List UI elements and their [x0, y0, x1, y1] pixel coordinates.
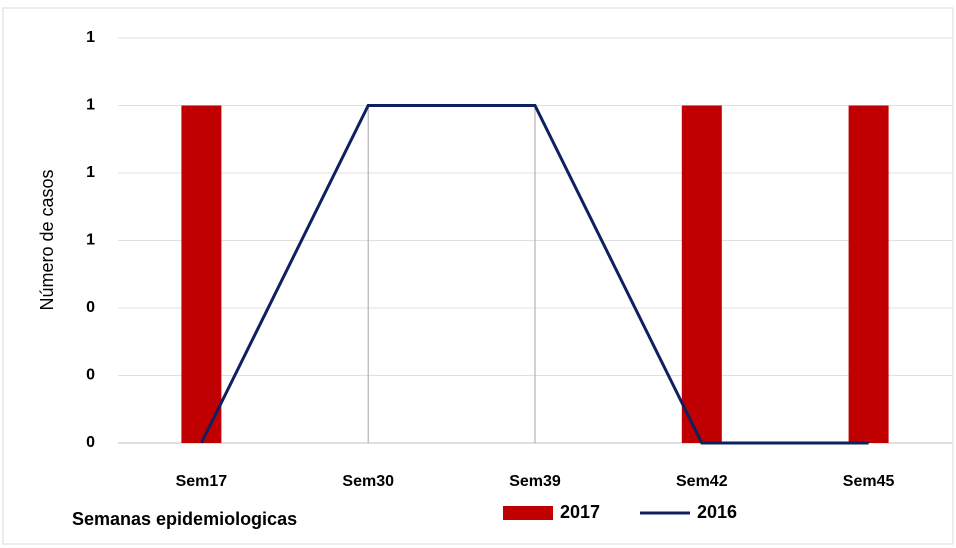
- line: [200, 104, 869, 445]
- x-tick-label: Sem30: [342, 473, 394, 490]
- y-tick-label: 0: [86, 434, 95, 451]
- bar: [848, 105, 889, 443]
- legend-label: 2016: [697, 502, 737, 522]
- bar: [181, 105, 222, 443]
- y-tick-label: 1: [86, 164, 95, 181]
- bar: [681, 105, 722, 443]
- y-tick-label: 1: [86, 29, 95, 46]
- y-axis-title: Número de casos: [37, 169, 57, 310]
- x-tick-label: Sem45: [843, 473, 895, 490]
- x-axis-title: Semanas epidemiologicas: [72, 509, 297, 529]
- y-tick-label: 0: [86, 367, 95, 384]
- legend-label: 2017: [560, 502, 600, 522]
- x-tick-label: Sem42: [676, 473, 728, 490]
- chart-frame: [2, 7, 954, 545]
- y-tick-label: 1: [86, 97, 95, 114]
- x-tick-label: Sem17: [176, 473, 228, 490]
- y-tick-label: 1: [86, 232, 95, 249]
- x-tick-label: Sem39: [509, 473, 561, 490]
- legend-swatch: [503, 506, 553, 520]
- y-tick-label: 0: [86, 299, 95, 316]
